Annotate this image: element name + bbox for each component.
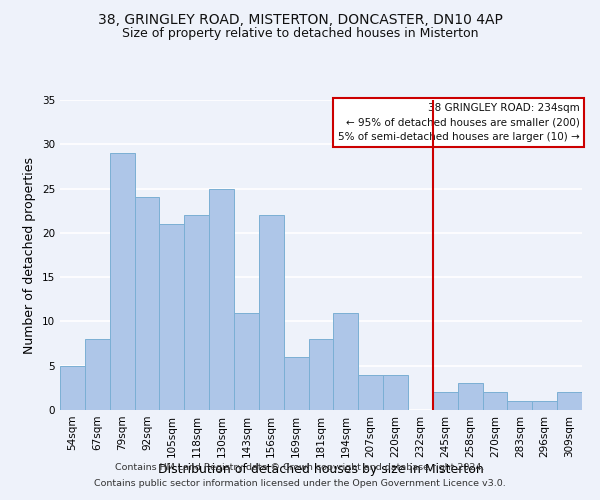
Bar (60, 366, 85, 410)
Bar (557, 392, 582, 410)
X-axis label: Distribution of detached houses by size in Misterton: Distribution of detached houses by size … (158, 462, 484, 475)
Bar (234, 312, 259, 410)
Bar (184, 215, 209, 410)
Text: 38 GRINGLEY ROAD: 234sqm
← 95% of detached houses are smaller (200)
5% of semi-d: 38 GRINGLEY ROAD: 234sqm ← 95% of detach… (338, 103, 580, 142)
Bar (134, 198, 160, 410)
Bar (110, 153, 134, 410)
Bar (259, 215, 284, 410)
Text: Contains public sector information licensed under the Open Government Licence v3: Contains public sector information licen… (94, 478, 506, 488)
Bar (358, 374, 383, 410)
Bar (482, 392, 508, 410)
Bar (508, 401, 532, 410)
Text: Size of property relative to detached houses in Misterton: Size of property relative to detached ho… (122, 28, 478, 40)
Bar (284, 357, 308, 410)
Text: 38, GRINGLEY ROAD, MISTERTON, DONCASTER, DN10 4AP: 38, GRINGLEY ROAD, MISTERTON, DONCASTER,… (98, 12, 502, 26)
Bar (532, 401, 557, 410)
Bar (209, 188, 234, 410)
Bar (433, 392, 458, 410)
Bar (160, 224, 184, 410)
Bar (308, 339, 334, 410)
Text: Contains HM Land Registry data © Crown copyright and database right 2024.: Contains HM Land Registry data © Crown c… (115, 464, 485, 472)
Bar (334, 312, 358, 410)
Bar (458, 384, 482, 410)
Y-axis label: Number of detached properties: Number of detached properties (23, 156, 37, 354)
Bar (85, 339, 110, 410)
Bar (383, 374, 408, 410)
